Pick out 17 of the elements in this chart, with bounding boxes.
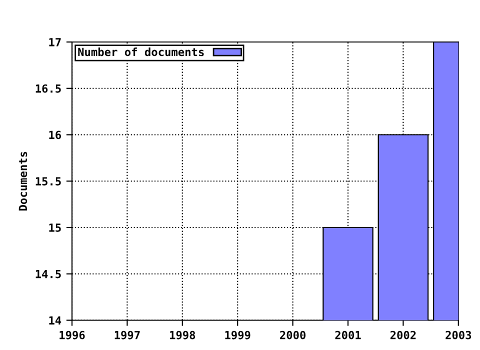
x-tick-label: 2003	[446, 330, 472, 340]
legend-label: Number of documents	[78, 48, 204, 56]
y-tick-label: 15	[49, 224, 61, 232]
x-tick-label: 2002	[390, 330, 416, 340]
y-tick-label: 14	[49, 316, 62, 324]
x-tick-label: 2001	[335, 330, 361, 340]
x-tick-label: 2000	[280, 330, 306, 340]
x-tick-label: 1997	[114, 330, 140, 340]
x-tick-label: 1999	[225, 330, 250, 340]
y-tick-label: 14.5	[36, 270, 61, 278]
x-tick-label: 1996	[60, 330, 85, 340]
x-tick-label: 1998	[170, 330, 196, 340]
y-tick-label: 16	[49, 130, 61, 140]
y-tick-label: 17	[49, 38, 61, 46]
y-tick-label: 15.5	[36, 177, 61, 186]
y-tick-label: 16.5	[36, 84, 61, 93]
y-axis-title: Documents	[18, 152, 28, 210]
